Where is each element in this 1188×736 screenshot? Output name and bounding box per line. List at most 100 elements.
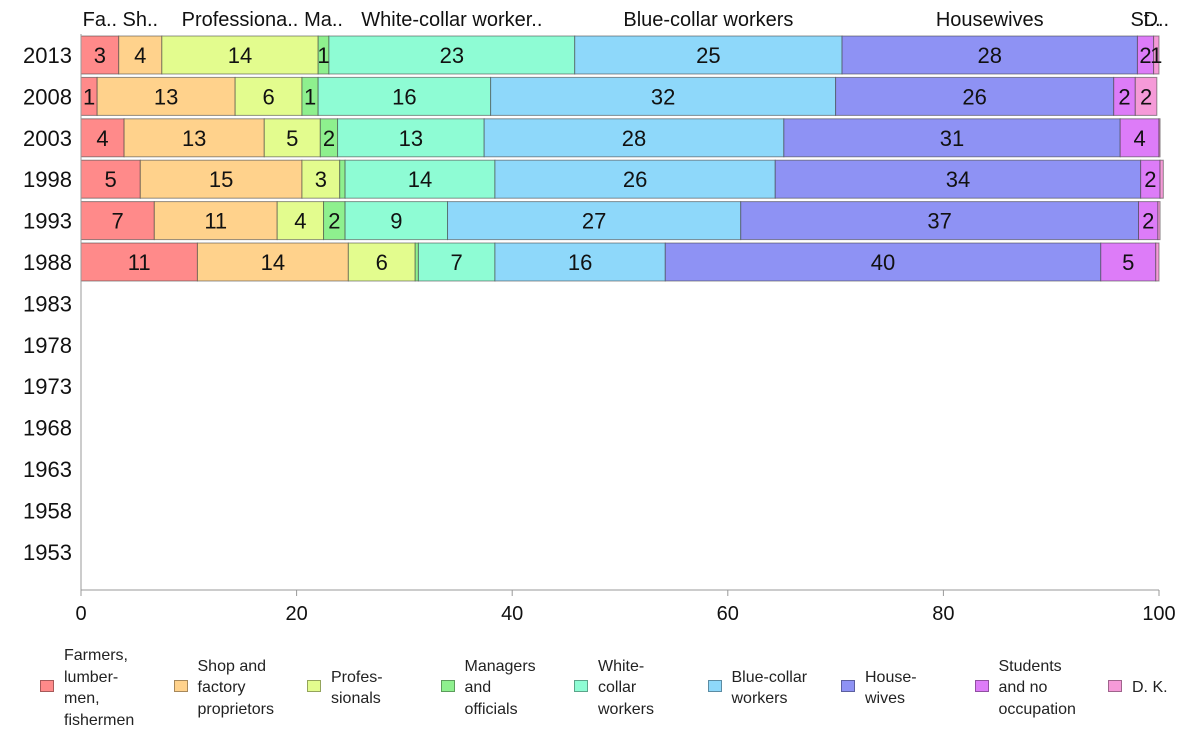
- data-label: 3: [315, 167, 327, 192]
- series-header-label: Housewives: [936, 9, 1044, 31]
- data-label: 4: [1133, 126, 1145, 151]
- data-label: 26: [623, 167, 647, 192]
- data-label: 13: [154, 84, 178, 109]
- y-tick-label: 1998: [23, 167, 72, 192]
- data-label: 31: [940, 126, 964, 151]
- legend-label: Farmers, lumber- men, fishermen: [64, 647, 135, 729]
- legend-label: Managers and officials: [464, 657, 536, 718]
- data-label: 32: [651, 84, 675, 109]
- bar-segment: [123, 118, 265, 158]
- legend-swatch: [974, 680, 989, 692]
- bar-segment: [494, 159, 776, 199]
- data-label: 6: [262, 84, 274, 109]
- data-label: 27: [582, 209, 606, 234]
- data-label: 14: [261, 250, 285, 275]
- bar-segment: [196, 242, 349, 282]
- bar-segment: [1119, 118, 1160, 158]
- data-label: 4: [134, 43, 146, 68]
- bar-segment: [483, 118, 785, 158]
- bar-segment: [118, 35, 163, 75]
- series-header-label: Blue-collar workers: [623, 9, 793, 31]
- data-label: 1: [304, 84, 316, 109]
- series-header-label: St..: [1131, 9, 1161, 31]
- bar-segment: [774, 159, 1142, 199]
- stacked-bar-chart: 2013200820031998199319881983197819731968…: [23, 9, 1176, 625]
- x-tick-label: 60: [717, 603, 739, 625]
- data-label: 9: [390, 209, 402, 234]
- y-tick-label: 1983: [23, 291, 72, 316]
- bar-segment: [783, 118, 1121, 158]
- data-label: 1: [83, 84, 95, 109]
- legend-label: Blue-collar workers: [731, 668, 808, 708]
- bar-segment: [317, 76, 492, 116]
- bar-segment: [1158, 118, 1161, 158]
- data-label: 37: [927, 209, 951, 234]
- bar-segment: [1157, 201, 1161, 241]
- legend-swatch: [307, 680, 321, 692]
- legend-label: Profes- sionals: [331, 668, 383, 708]
- bar-segment: [339, 159, 346, 199]
- data-label: 13: [182, 126, 206, 151]
- bar-segment: [1159, 159, 1164, 199]
- data-label: 14: [228, 43, 252, 68]
- data-label: 34: [946, 167, 970, 192]
- series-header-label: Sh..: [123, 9, 159, 31]
- legend-label: White- collar workers: [598, 657, 655, 718]
- legend-swatch: [841, 680, 855, 692]
- legend-swatch: [173, 680, 188, 692]
- y-tick-label: 1958: [23, 498, 72, 523]
- y-tick-label: 2013: [23, 43, 72, 68]
- data-label: 7: [112, 209, 124, 234]
- data-label: 2: [1142, 209, 1154, 234]
- series-header-label: White-collar worker..: [361, 9, 542, 31]
- bar-segment: [337, 118, 485, 158]
- x-tick-label: 0: [75, 603, 86, 625]
- bar-segment: [740, 201, 1140, 241]
- data-label: 4: [294, 209, 306, 234]
- data-label: 2: [1144, 167, 1156, 192]
- data-label: 13: [399, 126, 423, 151]
- data-label: 2: [323, 126, 335, 151]
- bar-segment: [263, 118, 321, 158]
- y-tick-label: 1988: [23, 250, 72, 275]
- bar-segment: [664, 242, 1102, 282]
- y-tick-label: 1968: [23, 416, 72, 441]
- data-label: 5: [286, 126, 298, 151]
- data-label: 2: [1118, 84, 1130, 109]
- legend-swatch: [440, 680, 455, 692]
- data-label: 2: [1140, 84, 1152, 109]
- bar-segment: [301, 159, 341, 199]
- bar-segment: [841, 35, 1138, 75]
- data-label: 2: [328, 209, 340, 234]
- data-label: 23: [440, 43, 464, 68]
- data-label: 6: [376, 250, 388, 275]
- legend-label: House- wives: [865, 668, 917, 708]
- data-label: 1: [1150, 43, 1162, 68]
- y-tick-label: 1963: [23, 457, 72, 482]
- legend-label: Shop and factory proprietors: [197, 657, 274, 718]
- bar-segment: [161, 35, 319, 75]
- legend: Farmers, lumber- men, fishermen Shop and …: [40, 647, 1185, 729]
- data-label: 1: [317, 43, 329, 68]
- bar-segment: [494, 242, 666, 282]
- data-label: 28: [622, 126, 646, 151]
- legend-swatch: [1108, 680, 1122, 692]
- bar-segment: [1134, 76, 1158, 116]
- y-tick-label: 1993: [23, 209, 72, 234]
- x-tick-label: 100: [1142, 603, 1175, 625]
- bar-segment: [344, 159, 496, 199]
- data-label: 3: [94, 43, 106, 68]
- data-label: 26: [962, 84, 986, 109]
- data-label: 11: [204, 209, 227, 234]
- y-tick-label: 1973: [23, 374, 72, 399]
- data-label: 28: [978, 43, 1002, 68]
- bar-segment: [1153, 35, 1160, 75]
- y-tick-label: 2008: [23, 84, 72, 109]
- data-label: 2: [1139, 43, 1151, 68]
- bar-segment: [139, 159, 303, 199]
- bar-segment: [96, 76, 236, 116]
- data-label: 15: [209, 167, 233, 192]
- series-header-label: D..: [1144, 9, 1170, 31]
- data-label: 40: [871, 250, 895, 275]
- x-tick-label: 20: [285, 603, 307, 625]
